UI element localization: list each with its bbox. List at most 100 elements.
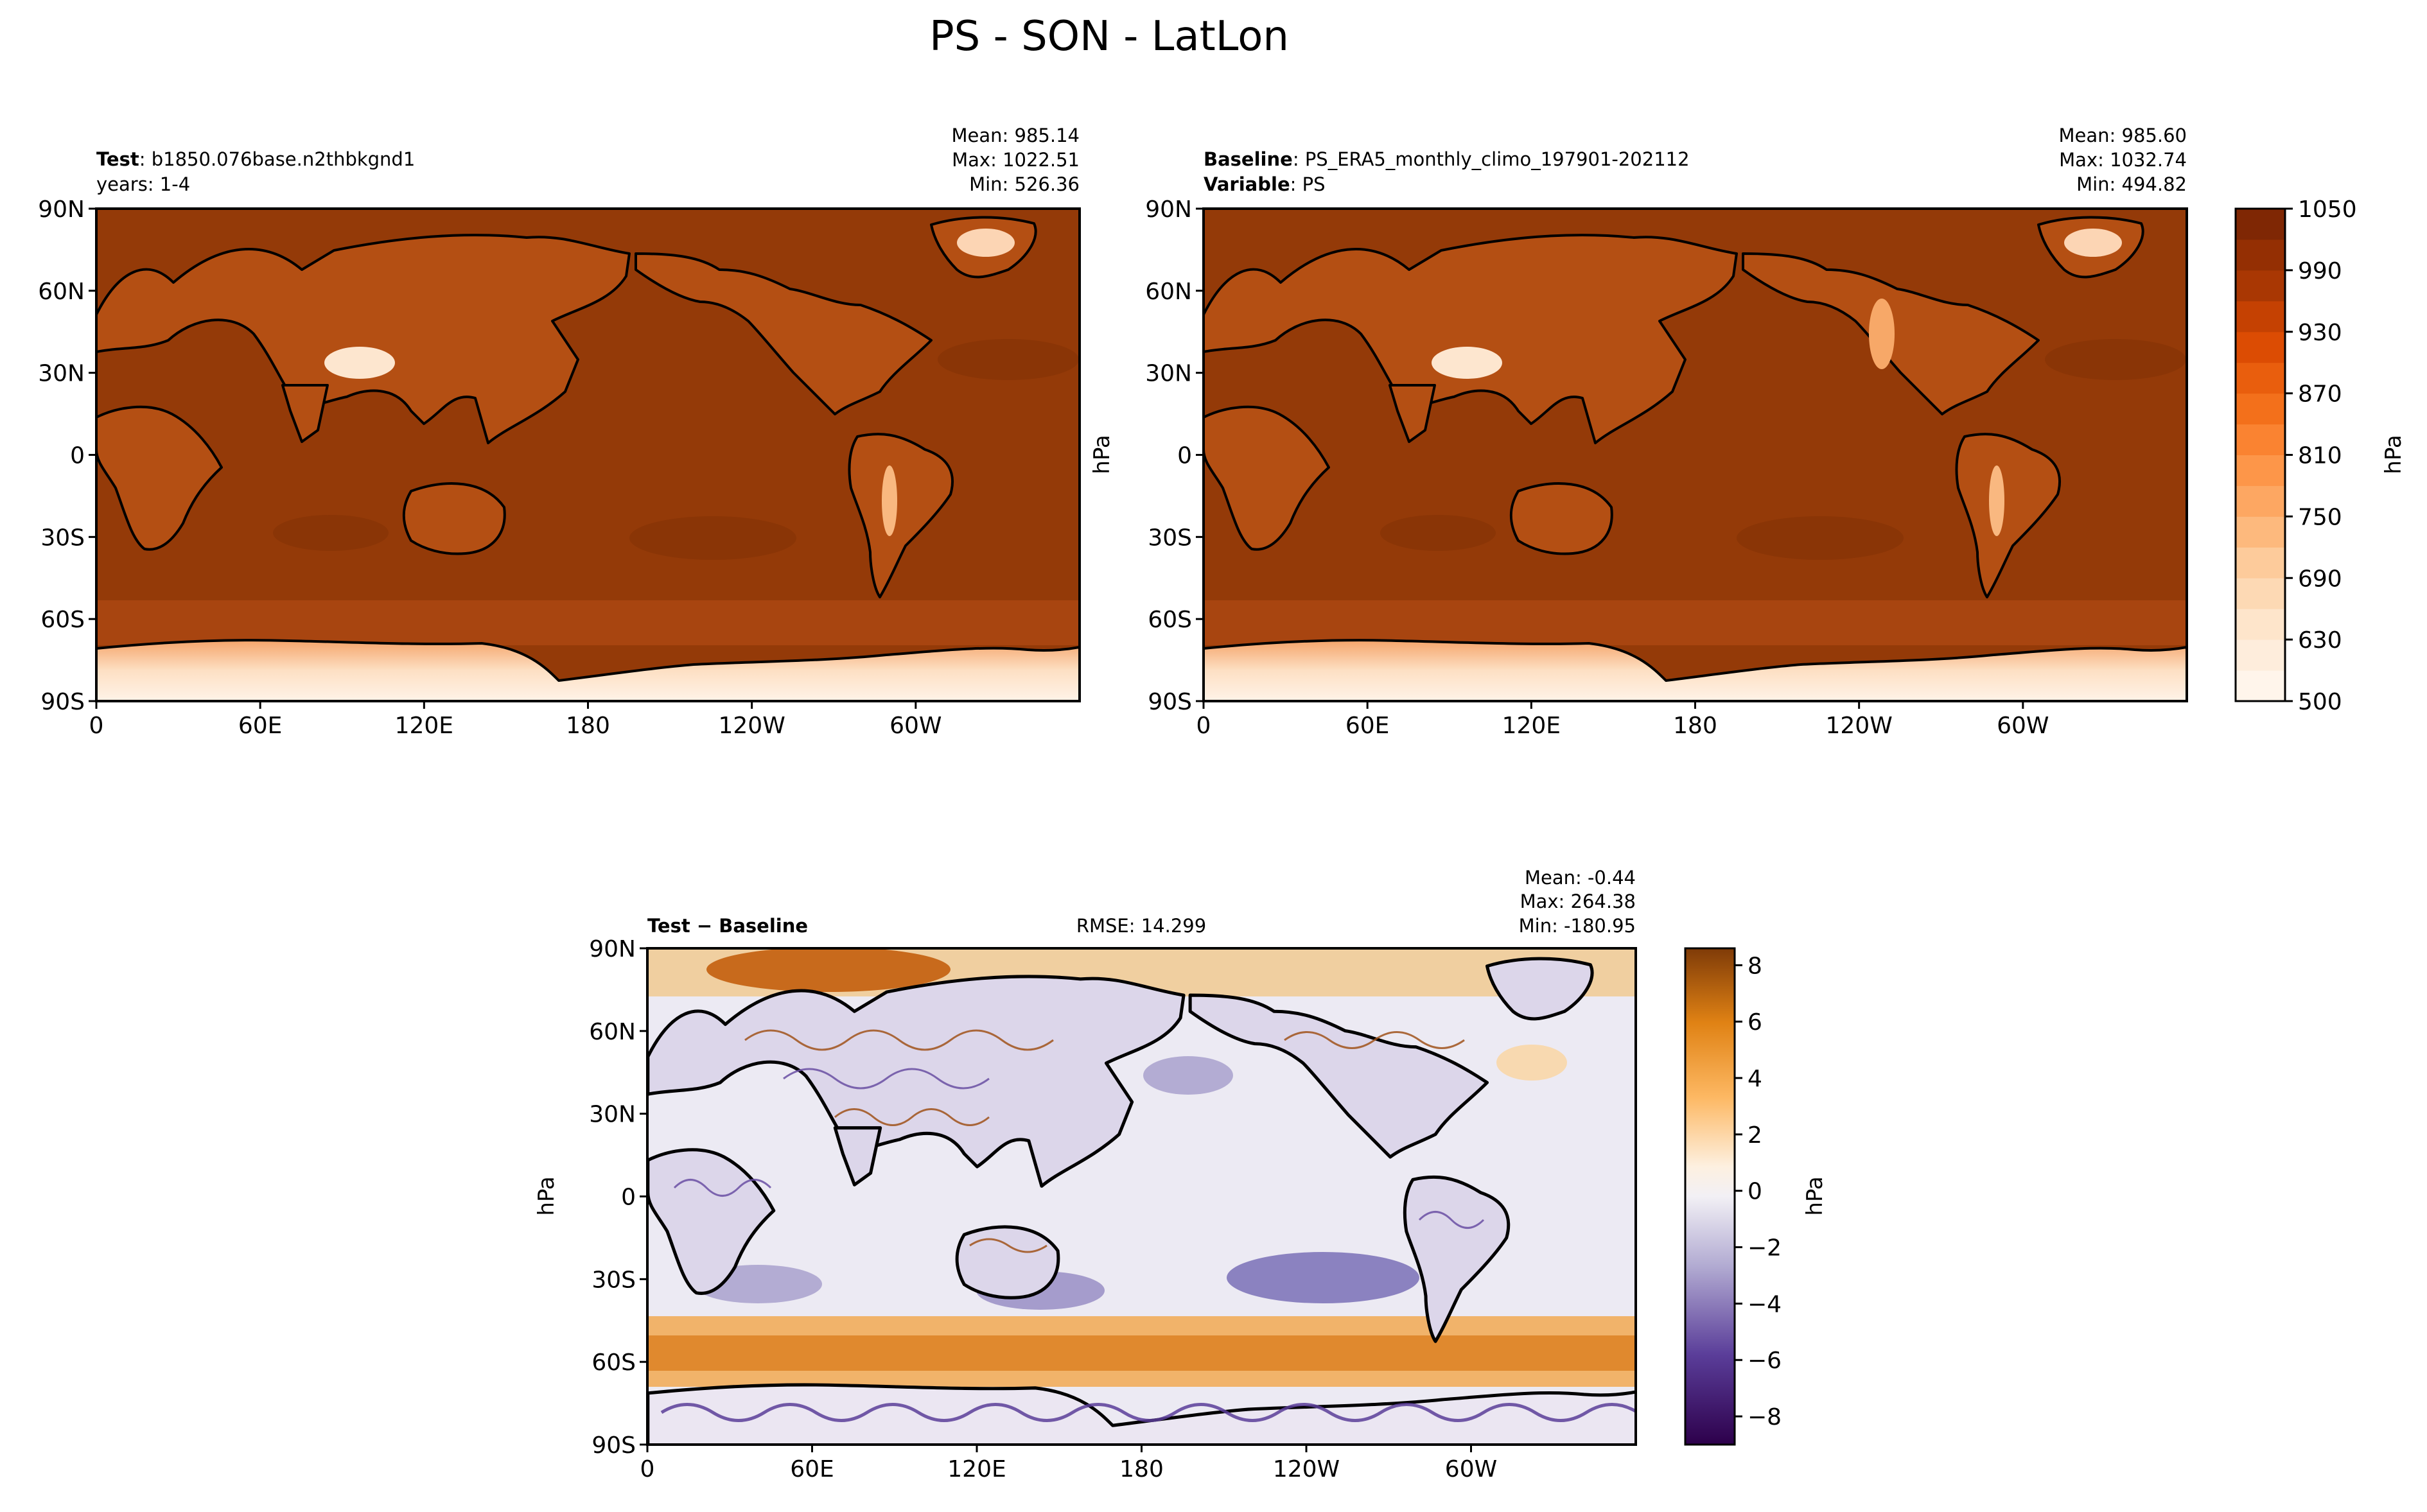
pressure-colorbar-tick-label: 1050 [2298, 196, 2357, 223]
baseline-ocean-high-1 [1380, 515, 1496, 551]
test-southern-ocean-band [96, 600, 1080, 645]
diff-xtick-label: 120W [1273, 1456, 1340, 1482]
baseline-southern-ocean-band [1204, 600, 2187, 645]
diff-antarctica [647, 1383, 1636, 1445]
test-eurasia [96, 234, 631, 444]
figure-title: PS - SON - LatLon [929, 13, 1289, 60]
difference-colorbar-label: hPa [1802, 1176, 1828, 1215]
diff-eurasia [647, 975, 1186, 1188]
test-ytick-label: 60N [38, 279, 85, 305]
baseline-india [1389, 384, 1436, 443]
test-ytick-label: 30S [40, 525, 85, 551]
baseline-xtick-label: 60W [1997, 713, 2049, 739]
test-xtick-label: 60E [238, 713, 283, 739]
test-ocean-high-2 [629, 516, 796, 560]
diff-low-pacific-n [1143, 1056, 1233, 1095]
test-ytick-label: 90N [38, 196, 85, 223]
pressure-colorbar-band [2236, 362, 2285, 394]
diff-texture-australia [969, 1238, 1047, 1253]
baseline-xtick-label: 120W [1826, 713, 1893, 739]
difference-colorbar-frame [1684, 947, 1736, 1446]
diff-ytick-label: 0 [621, 1185, 636, 1211]
baseline-ytick-label: 0 [1177, 443, 1192, 469]
baseline-andes-high [1989, 465, 2004, 536]
diff-india [833, 1126, 882, 1186]
test-ytick-label: 30N [38, 361, 85, 387]
diff-texture-africa [673, 1179, 772, 1197]
diff-ytick-label: 60N [589, 1019, 636, 1045]
baseline-ytick-label: 30N [1145, 361, 1192, 387]
difference-colorbar-tick-label: 8 [1748, 953, 1762, 979]
test-y-ticks: 90N 60N 30N 0 30S 60S 90S [38, 196, 96, 715]
baseline-ytick-label: 90N [1145, 196, 1192, 223]
pressure-colorbar-tick-label: 870 [2298, 381, 2342, 408]
baseline-label-sep: : [1293, 148, 1305, 170]
baseline-variable-sep: : [1290, 173, 1302, 195]
baseline-stat-mean: Mean: 985.60 [2059, 125, 2187, 146]
difference-colorbar-tick-label: −4 [1748, 1291, 1782, 1317]
baseline-xtick-label: 180 [1673, 713, 1717, 739]
test-ytick-label: 90S [40, 689, 85, 715]
test-andes-high [882, 465, 897, 536]
pressure-colorbar-tick-label: 750 [2298, 504, 2342, 530]
diff-label: Test − Baseline [647, 915, 808, 937]
baseline-south-america [1955, 433, 2062, 598]
pressure-colorbar-band [2236, 639, 2285, 671]
test-stat-max: Max: 1022.51 [952, 149, 1080, 171]
baseline-eurasia [1204, 234, 1738, 444]
diff-greenland [1485, 957, 1594, 1021]
difference-colorbar-gradient [1685, 948, 1735, 1445]
baseline-antarctica [1204, 639, 2187, 701]
difference-colorbar-tick-label: −8 [1748, 1404, 1782, 1430]
baseline-label-key: Baseline [1204, 148, 1293, 170]
diff-ytick-label: 60S [591, 1350, 636, 1376]
test-label-value: b1850.076base.n2thbkgnd1 [152, 148, 416, 170]
test-australia [402, 482, 506, 555]
test-map [96, 209, 1080, 701]
baseline-ylabel: hPa [1089, 435, 1115, 474]
test-label-sep: : [139, 148, 152, 170]
diff-continents [647, 957, 1636, 1445]
diff-xtick-label: 60E [790, 1456, 834, 1482]
test-greenland-high [957, 229, 1015, 257]
baseline-continents [1204, 216, 2187, 701]
baseline-greenland-high [2064, 229, 2122, 257]
pressure-colorbar-tick-label: 930 [2298, 320, 2342, 346]
test-years: years: 1-4 [96, 173, 190, 195]
diff-southern-band-inner [647, 1335, 1636, 1371]
test-xtick-label: 180 [566, 713, 610, 739]
pressure-colorbar-band [2236, 331, 2285, 363]
baseline-variable: Variable: PS [1204, 173, 1326, 195]
baseline-ytick-label: 30S [1148, 525, 1192, 551]
test-xtick-label: 60W [889, 713, 942, 739]
baseline-xtick-label: 120E [1502, 713, 1561, 739]
baseline-tibet-high [1432, 347, 1502, 379]
pressure-colorbar-band [2236, 516, 2285, 548]
pressure-colorbar-band [2236, 578, 2285, 609]
baseline-variable-value: PS [1302, 173, 1326, 195]
difference-colorbar: 8 6 4 2 0 −2 −4 −6 −8 hPa [1684, 947, 1828, 1446]
diff-ytick-label: 30S [591, 1267, 636, 1293]
diff-north-america [1188, 993, 1489, 1159]
baseline-rockies-high [1869, 299, 1895, 369]
baseline-panel: Baseline: PS_ERA5_monthly_climo_197901-2… [1089, 125, 2406, 739]
diff-rmse: RMSE: 14.299 [1076, 915, 1206, 937]
test-ocean-high-3 [938, 339, 1079, 380]
diff-texture-asia-3 [834, 1108, 990, 1126]
difference-colorbar-tick-label: 4 [1748, 1066, 1762, 1092]
diff-ytick-label: 90S [591, 1432, 636, 1459]
difference-colorbar-tick-label: −2 [1748, 1235, 1782, 1262]
diff-arctic-high [706, 948, 951, 992]
test-xtick-label: 120W [719, 713, 785, 739]
pressure-colorbar-band [2236, 209, 2285, 240]
diff-map [647, 948, 1636, 1445]
pressure-colorbar-band [2236, 300, 2285, 333]
baseline-y-ticks: 90N 60N 30N 0 30S 60S 90S [1145, 196, 1204, 715]
pressure-colorbar-band [2236, 547, 2285, 578]
diff-high-atlantic-n [1496, 1045, 1567, 1081]
diff-ytick-label: 90N [589, 936, 636, 962]
diff-ytick-label: 30N [589, 1102, 636, 1128]
test-ocean-high-1 [273, 515, 389, 551]
test-ytick-label: 60S [40, 607, 85, 633]
